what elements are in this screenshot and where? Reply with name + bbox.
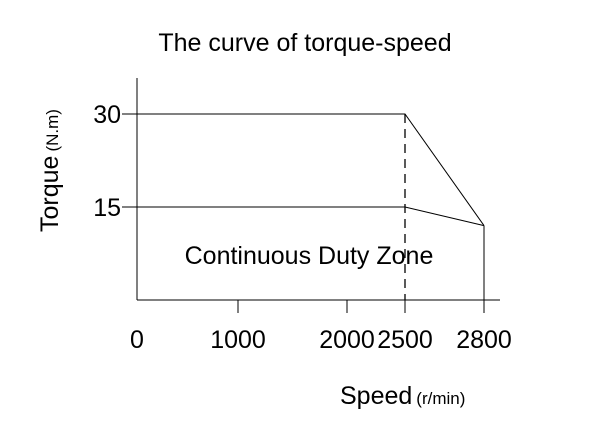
series-lines [137, 113, 485, 300]
x-axis-label-text: Speed [340, 382, 412, 410]
y-tick-label: 15 [93, 194, 121, 222]
series-line-1 [137, 113, 485, 226]
y-tick-label: 30 [93, 101, 121, 129]
x-axis-label: Speed (r/min) [340, 382, 465, 410]
zone-annotation: Continuous Duty Zone [185, 242, 434, 270]
y-tick-labels: 30 15 [93, 101, 121, 222]
x-tick-label: 2800 [456, 326, 512, 354]
x-tick-labels: 0 1000 2000 2500 2800 [130, 326, 512, 354]
series-line-2 [137, 206, 485, 227]
x-tick-label: 0 [130, 326, 144, 354]
x-tick-label: 1000 [210, 326, 266, 354]
x-tick-label: 2500 [377, 326, 433, 354]
tick-marks [122, 113, 485, 313]
y-axis-label: Torque (N.m) [36, 109, 64, 232]
x-tick-label: 2000 [319, 326, 375, 354]
y-axis-unit: (N.m) [43, 109, 62, 151]
axes [136, 78, 500, 301]
x-axis-unit: (r/min) [416, 389, 465, 408]
chart-title: The curve of torque-speed [158, 29, 451, 57]
y-axis-label-text: Torque [36, 156, 64, 232]
